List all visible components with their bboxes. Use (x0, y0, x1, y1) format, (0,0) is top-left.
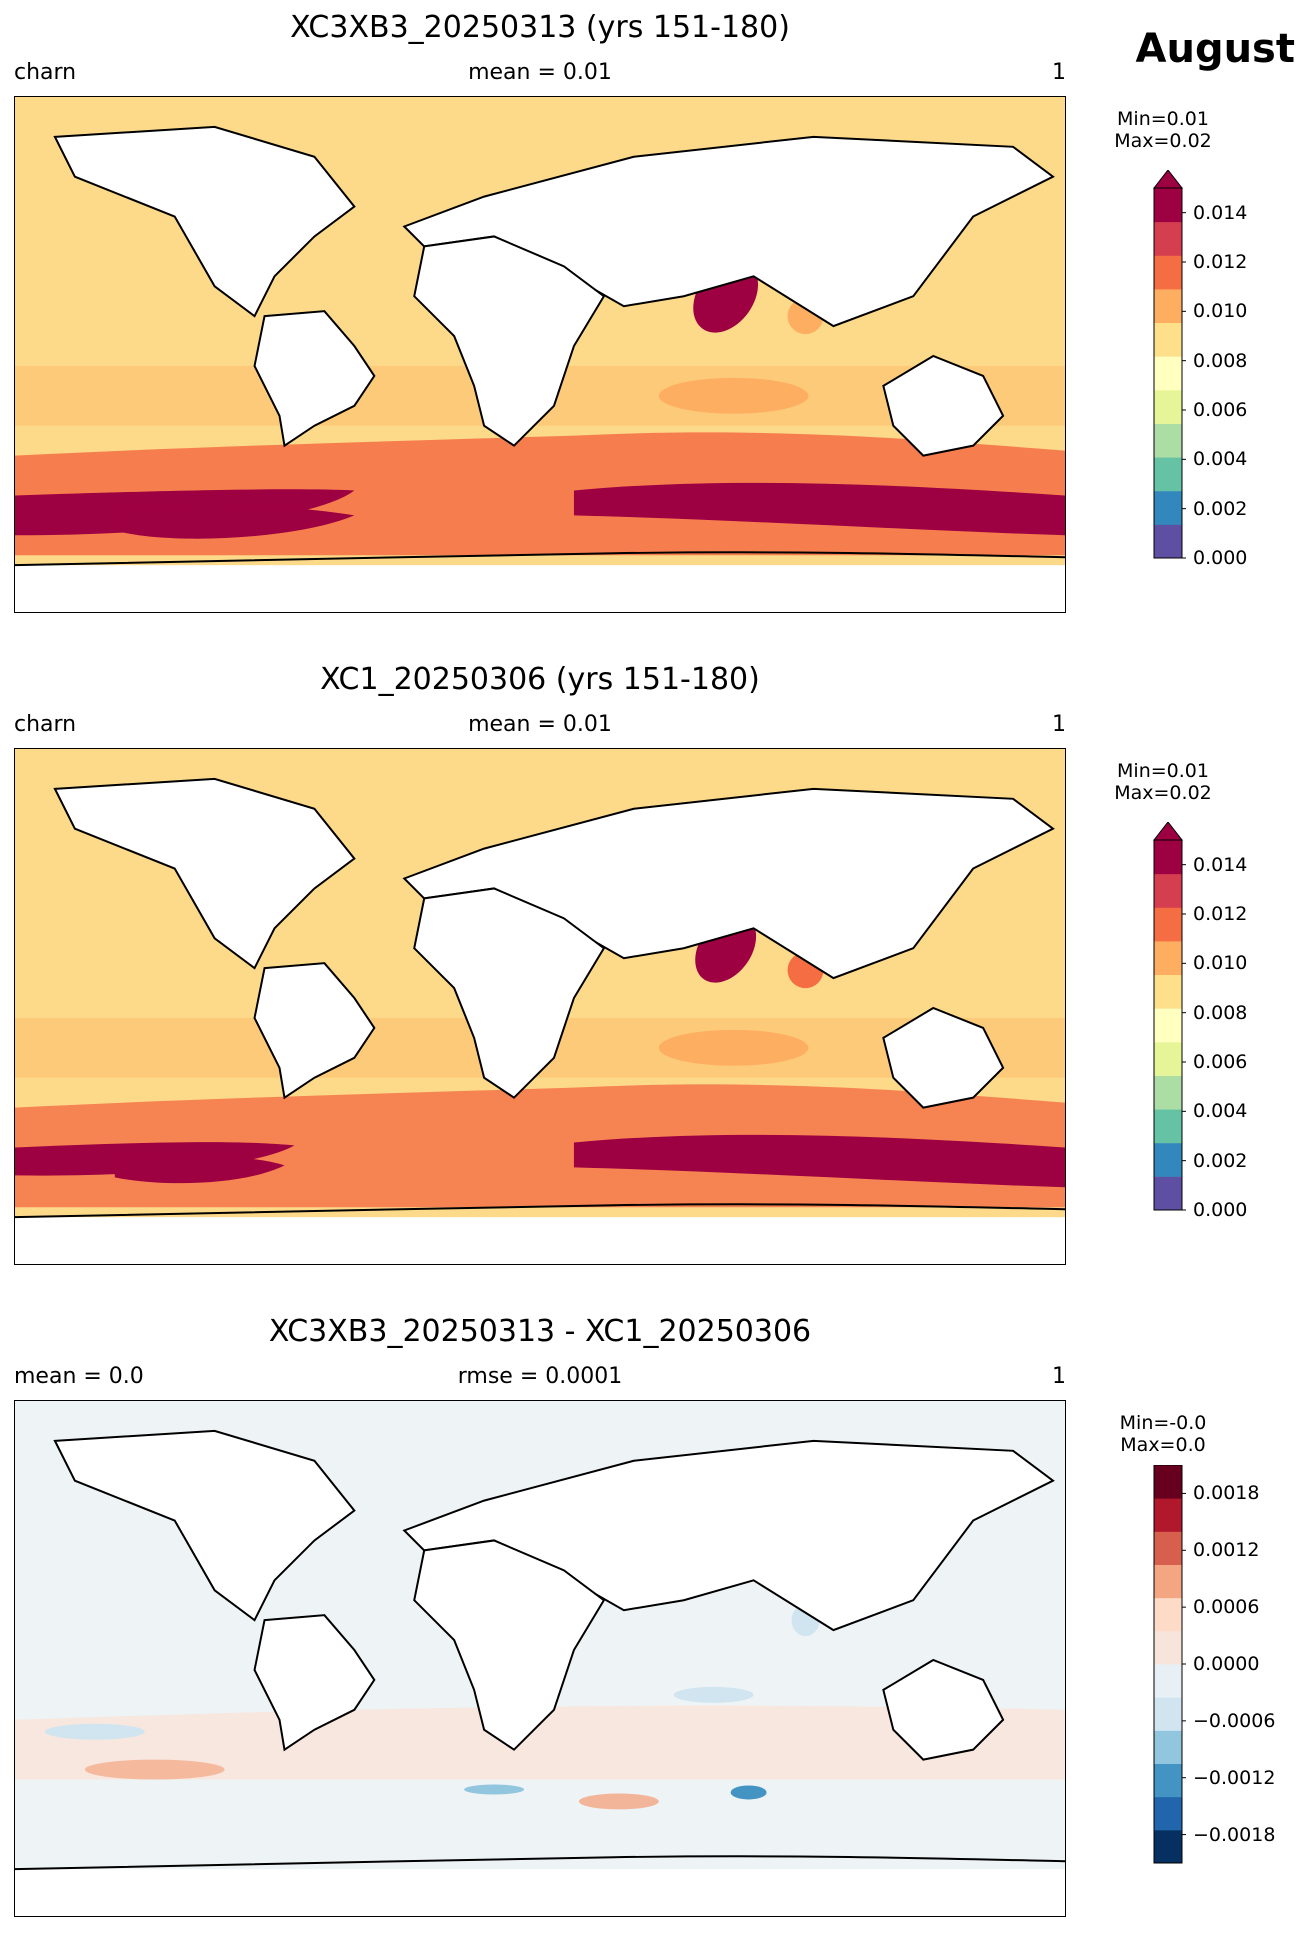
colorbar-tick-label: 0.004 (1193, 448, 1248, 471)
panel-3-map (14, 1400, 1066, 1917)
panel-2-title: XC1_20250306 (yrs 151-180) (320, 662, 760, 697)
colorbar-tick-label: −0.0018 (1193, 1823, 1276, 1846)
colorbar-segment (1154, 1796, 1182, 1831)
panel-3-min: Min=-0.0 (1119, 1412, 1207, 1434)
colorbar-segment (1154, 1465, 1182, 1499)
panel-3-rmse: rmse = 0.0001 (457, 1364, 623, 1389)
colorbar-segment (1154, 974, 1182, 1009)
colorbar-segment (1154, 1664, 1182, 1698)
colorbar-segment (1154, 940, 1182, 976)
colorbar-tick-label: −0.0006 (1193, 1709, 1276, 1732)
panel-1-colorbar (1152, 170, 1186, 559)
panel-2-month-index: 1 (1052, 712, 1066, 737)
colorbar-tick-label: 0.014 (1193, 853, 1248, 876)
colorbar-segment (1154, 1763, 1182, 1798)
colorbar-segment (1154, 356, 1182, 391)
colorbar-segment (1154, 255, 1182, 290)
month-title: August (1135, 26, 1295, 72)
colorbar-segment (1154, 322, 1182, 357)
colorbar-segment (1154, 907, 1182, 942)
colorbar-tick-label: 0.000 (1193, 1199, 1248, 1221)
colorbar-segment (1154, 1597, 1182, 1632)
colorbar-segment (1154, 1564, 1182, 1599)
colorbar-segment (1154, 221, 1182, 256)
colorbar-tick-label: 0.010 (1193, 952, 1248, 975)
colorbar-segment (1154, 524, 1182, 559)
colorbar-frame (1153, 839, 1183, 1211)
colorbar-segment (1154, 840, 1182, 875)
panel-1-title: XC3XB3_20250313 (yrs 151-180) (290, 10, 790, 45)
colorbar-segment (1154, 1109, 1182, 1144)
colorbar-extend-arrow (1152, 822, 1184, 841)
panel-1-map (14, 96, 1066, 613)
panel-3-month-index: 1 (1052, 1364, 1066, 1389)
colorbar-tick-label: 0.0012 (1193, 1539, 1260, 1562)
colorbar-segment (1154, 1498, 1182, 1532)
colorbar-tick-label: 0.0000 (1193, 1653, 1260, 1675)
panel-1-mean: mean = 0.01 (468, 60, 612, 85)
panel-2-map (14, 748, 1066, 1265)
colorbar-segment (1154, 288, 1182, 324)
colorbar-tick-label: 0.010 (1193, 300, 1248, 323)
colorbar-extend-arrow (1152, 170, 1184, 189)
colorbar-tick-label: 0.0018 (1193, 1482, 1260, 1505)
colorbar-segment (1154, 490, 1182, 525)
colorbar-segment (1154, 1075, 1182, 1110)
colorbar-segment (1154, 1142, 1182, 1177)
colorbar-tick-label: 0.004 (1193, 1100, 1248, 1123)
colorbar-segment (1154, 1176, 1182, 1211)
colorbar-tick-label: 0.002 (1193, 497, 1248, 520)
panel-1-max: Max=0.02 (1114, 130, 1212, 152)
panel-1-variable: charn (14, 60, 77, 85)
panel-1-map-svg (15, 97, 1065, 612)
colorbar-segment (1154, 1697, 1182, 1731)
colorbar-segment (1154, 1531, 1182, 1565)
colorbar-segment (1154, 389, 1182, 424)
panel-2-variable: charn (14, 712, 77, 737)
colorbar-tick-label: 0.006 (1193, 1051, 1248, 1073)
colorbar-tick-label: 0.006 (1193, 399, 1248, 421)
panel-2-colorbar (1152, 822, 1186, 1211)
panel-3-title: XC3XB3_20250313 - XC1_20250306 (268, 1314, 812, 1349)
colorbar-segment (1154, 1630, 1182, 1665)
panel-2-min: Min=0.01 (1117, 760, 1209, 782)
colorbar-tick-label: 0.002 (1193, 1149, 1248, 1172)
panel-2-map-svg (15, 749, 1065, 1264)
colorbar-tick-label: 0.012 (1193, 903, 1248, 925)
panel-2-max: Max=0.02 (1114, 782, 1212, 804)
colorbar-segment (1154, 1730, 1182, 1764)
panel-1-min: Min=0.01 (1117, 108, 1209, 130)
panel-3-mean: mean = 0.0 (14, 1364, 144, 1389)
panel-3-map-svg (15, 1401, 1065, 1916)
colorbar-tick-label: 0.008 (1193, 1001, 1248, 1024)
panel-1-month-index: 1 (1052, 60, 1066, 85)
colorbar-segment (1154, 873, 1182, 908)
colorbar-segment (1154, 1008, 1182, 1043)
colorbar-frame (1153, 187, 1183, 559)
panel-3-colorbar (1153, 1465, 1186, 1864)
colorbar-segment (1154, 457, 1182, 492)
colorbar-tick-label: 0.0006 (1193, 1596, 1260, 1619)
colorbar-tick-label: −0.0012 (1193, 1766, 1276, 1789)
panel-2-mean: mean = 0.01 (468, 712, 612, 737)
colorbar-tick-label: 0.008 (1193, 349, 1248, 372)
colorbar-segment (1154, 188, 1182, 223)
panel-3-max: Max=0.0 (1120, 1434, 1206, 1456)
colorbar-tick-label: 0.012 (1193, 251, 1248, 273)
colorbar-segment (1154, 1829, 1182, 1864)
colorbar-tick-label: 0.014 (1193, 201, 1248, 224)
colorbar-segment (1154, 423, 1182, 458)
colorbar-segment (1154, 1041, 1182, 1076)
colorbar-tick-label: 0.000 (1193, 547, 1248, 569)
